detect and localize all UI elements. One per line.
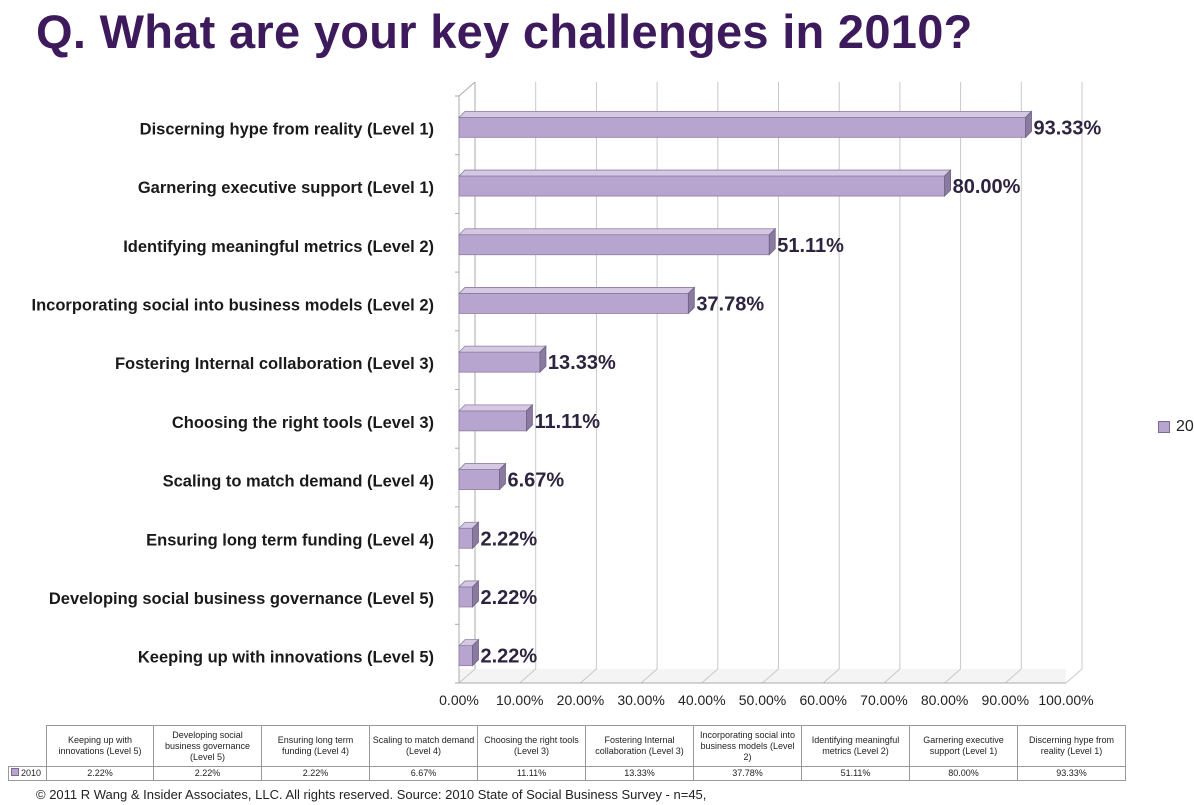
table-header-cell: Developing social business governance (L…: [153, 725, 262, 767]
bar: [458, 579, 480, 608]
data-label: 11.11%: [534, 411, 600, 433]
data-label: 6.67%: [507, 470, 564, 492]
gridline-floor: [458, 668, 476, 684]
table-cell: 93.33%: [1017, 766, 1126, 781]
gridline-floor: [762, 668, 779, 684]
table-corner: [8, 725, 47, 767]
category-label: Discerning hype from reality (Level 1): [140, 120, 434, 138]
bar: [458, 638, 480, 667]
x-tick-label: 60.00%: [799, 692, 846, 708]
data-label: 80.00%: [953, 176, 1021, 198]
bar: [458, 169, 952, 198]
gridline-floor: [701, 668, 719, 684]
gridline-floor: [1004, 668, 1022, 684]
category-label: Garnering executive support (Level 1): [138, 179, 434, 197]
table-cell: 2.22%: [46, 766, 154, 781]
table-cell: 37.78%: [693, 766, 802, 781]
table-cell: 2.22%: [261, 766, 370, 781]
gridline-floor: [1065, 668, 1083, 684]
bar: [458, 462, 507, 491]
category-label: Choosing the right tools (Level 3): [172, 414, 434, 432]
gridline-floor: [944, 668, 961, 684]
table-header-cell: Incorporating social into business model…: [693, 725, 802, 767]
data-table: Keeping up with innovations (Level 5) Dev…: [8, 725, 1126, 781]
x-tick-label: 40.00%: [678, 692, 725, 708]
legend-label: 2010: [1176, 418, 1194, 435]
footer-copyright: © 2011 R Wang & Insider Associates, LLC.…: [36, 787, 707, 802]
bar: [458, 286, 696, 315]
bar-layer: [458, 110, 1033, 667]
table-header-cell: Keeping up with innovations (Level 5): [46, 725, 154, 767]
table-row-label: 2010: [8, 766, 47, 781]
table-cell: 80.00%: [909, 766, 1018, 781]
table-header-cell: Choosing the right tools (Level 3): [477, 725, 586, 767]
bar: [458, 345, 547, 374]
category-label: Incorporating social into business model…: [31, 296, 434, 314]
table-cell: 2.22%: [153, 766, 262, 781]
chart-title: Q. What are your key challenges in 2010?: [36, 5, 973, 58]
gridline-floor: [519, 668, 537, 684]
data-label: 93.33%: [1034, 117, 1102, 139]
gridline-floor: [822, 668, 840, 684]
bar: [458, 110, 1033, 139]
bar: [458, 521, 480, 550]
data-label: 2.22%: [480, 528, 537, 550]
category-label: Fostering Internal collaboration (Level …: [115, 355, 434, 373]
table-header-cell: Scaling to match demand (Level 4): [369, 725, 478, 767]
data-label: 13.33%: [548, 352, 616, 374]
bar: [458, 403, 534, 432]
table-cell: 13.33%: [585, 766, 694, 781]
data-label: 51.11%: [777, 235, 844, 257]
table-cell: 11.11%: [477, 766, 586, 781]
x-tick-label: 90.00%: [982, 692, 1029, 708]
x-tick-label: 10.00%: [496, 692, 543, 708]
table-header-cell: Discerning hype from reality (Level 1): [1017, 725, 1126, 767]
x-tick-label: 0.00%: [439, 692, 479, 708]
x-tick-label: 100.00%: [1038, 692, 1093, 708]
x-tick-label: 70.00%: [860, 692, 907, 708]
axis-corner: [458, 81, 476, 97]
category-label: Developing social business governance (L…: [49, 590, 434, 608]
table-header-cell: Identifying meaningful metrics (Level 2): [801, 725, 910, 767]
table-header-cell: Fostering Internal collaboration (Level …: [585, 725, 694, 767]
gridline-floor: [580, 668, 597, 684]
category-label: Scaling to match demand (Level 4): [163, 473, 434, 491]
x-tick-label: 80.00%: [921, 692, 968, 708]
table-cell: 6.67%: [369, 766, 478, 781]
x-tick-label: 30.00%: [617, 692, 664, 708]
gridline-floor: [883, 668, 901, 684]
legend: 2010: [1158, 418, 1194, 436]
table-header-cell: Garnering executive support (Level 1): [909, 725, 1018, 767]
table-header-row: Keeping up with innovations (Level 5) Dev…: [8, 725, 1126, 767]
plot-floor: [459, 669, 1066, 683]
category-label: Keeping up with innovations (Level 5): [138, 649, 434, 667]
category-label: Ensuring long term funding (Level 4): [146, 531, 434, 549]
table-cell: 51.11%: [801, 766, 910, 781]
category-label: Identifying meaningful metrics (Level 2): [123, 238, 434, 256]
table-row: 2010 2.22% 2.22% 2.22% 6.67% 11.11% 13.33% 37.…: [8, 766, 1126, 781]
data-label: 2.22%: [480, 587, 537, 609]
bar: [458, 227, 777, 256]
legend-swatch: [1158, 421, 1170, 433]
gridline-floor: [640, 668, 658, 684]
x-tick-label: 50.00%: [739, 692, 786, 708]
table-header-cell: Ensuring long term funding (Level 4): [261, 725, 370, 767]
data-label: 37.78%: [696, 293, 764, 315]
data-label: 2.22%: [480, 646, 537, 668]
x-tick-label: 20.00%: [557, 692, 604, 708]
label-layer: 0.00% 10.00% 20.00% 30.00% 40.00% 50.00% 60.00…: [31, 117, 1101, 708]
